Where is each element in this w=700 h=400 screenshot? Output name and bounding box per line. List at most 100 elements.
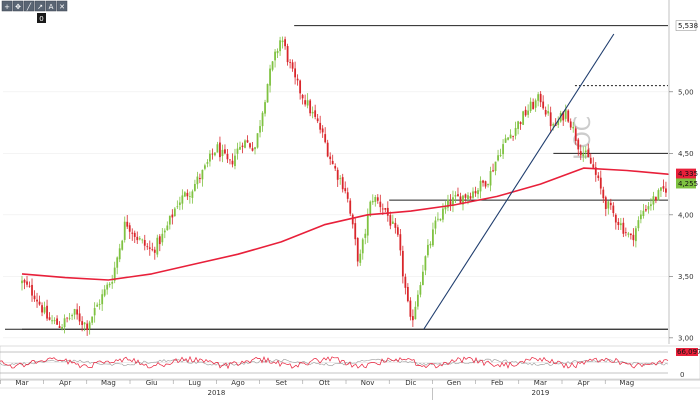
candle-body [96, 304, 99, 307]
candle-body [632, 234, 635, 241]
candle-body [173, 208, 176, 217]
candle-body [529, 101, 532, 111]
pointer-icon[interactable] [12, 0, 24, 12]
candle-body [51, 320, 53, 322]
candle-body [361, 239, 364, 254]
candle-body [166, 225, 169, 231]
toolbar-button-delete[interactable]: ✕ [56, 0, 68, 12]
levels-layer [5, 25, 668, 330]
text-tool-icon[interactable] [45, 0, 57, 12]
candle-body [143, 240, 146, 246]
ma-price-label: 4,335 [678, 170, 698, 178]
x-tick-label: Giu [146, 379, 158, 387]
candle-body [249, 143, 251, 148]
candle-body [256, 133, 259, 148]
candle-body [209, 153, 211, 162]
candle-body [644, 209, 647, 211]
candle-body [296, 78, 299, 81]
candle-body [171, 214, 174, 218]
candle-body [204, 165, 206, 169]
candle-body [63, 318, 66, 328]
candle-body [607, 201, 610, 209]
candle-body [454, 195, 457, 197]
candle-body [497, 155, 499, 161]
candle-body [339, 178, 342, 180]
candle-body [579, 151, 582, 156]
candle-body [421, 271, 424, 285]
candle-body [484, 181, 487, 187]
toolbar-button-text-tool[interactable]: A [45, 0, 57, 12]
candle-body [229, 159, 231, 161]
crosshair-icon[interactable] [1, 0, 13, 12]
candle-body [236, 148, 239, 154]
delete-icon-glyph: ✕ [59, 3, 65, 11]
candle-body [294, 68, 297, 78]
candle-body [284, 39, 286, 47]
candle-body [447, 199, 449, 208]
candle-body [224, 149, 226, 154]
candle-body [103, 289, 106, 296]
candle-body [589, 157, 592, 164]
candle-body [474, 191, 477, 194]
candle-body [71, 315, 74, 317]
candle-body [527, 110, 530, 115]
candle-body [329, 156, 332, 160]
toolbar-button-crosshair[interactable]: + [1, 0, 13, 12]
x-tick-label: Feb [491, 379, 504, 387]
candle-body [331, 160, 334, 165]
candle-body [354, 223, 357, 240]
x-tick-label: Dic [405, 379, 416, 387]
candle-body [319, 122, 322, 130]
toolbar-button-pointer[interactable]: ✥ [12, 0, 24, 12]
candle-body [206, 162, 209, 164]
candle-body [231, 160, 234, 165]
x-tick-label: Set [275, 379, 287, 387]
y-tick-label: 5,00 [678, 88, 694, 96]
candle-body [467, 195, 469, 200]
candle-body [429, 243, 432, 246]
toolbar-button-fibonacci[interactable]: ↗ [34, 0, 46, 12]
candle-body [614, 214, 617, 223]
fibonacci-icon[interactable] [34, 0, 46, 12]
candle-body [68, 317, 71, 319]
x-tick-label: Ago [231, 379, 245, 387]
candle-body [599, 177, 602, 189]
candle-body [46, 305, 48, 319]
candle-body [439, 218, 442, 221]
candle-body [577, 139, 580, 150]
candle-body [391, 221, 394, 224]
x-tick-label: Apr [59, 379, 71, 387]
candle-body [604, 197, 607, 209]
candle-body [652, 196, 655, 205]
trendline-icon[interactable] [23, 0, 35, 12]
candle-body [634, 228, 637, 242]
candle-body [336, 169, 339, 180]
candle-body [58, 326, 61, 328]
candle-body [334, 165, 337, 169]
delete-icon[interactable] [56, 0, 68, 12]
candle-body [409, 300, 412, 317]
candle-body [647, 206, 650, 210]
candle-body [264, 102, 266, 114]
candle-body [519, 122, 522, 125]
toolbar-button-trendline[interactable]: ╱ [23, 0, 35, 12]
pointer-icon-glyph: ✥ [15, 3, 21, 11]
candle-body [33, 295, 36, 300]
candle-body [366, 215, 369, 236]
candle-body [562, 111, 565, 121]
candle-body [462, 195, 464, 205]
osc-zero-label: 0 [680, 371, 684, 379]
x-tick-label: Ott [319, 379, 330, 387]
x-tick-label: Mar [534, 379, 547, 387]
candle-body [612, 205, 615, 214]
candle-body [141, 239, 144, 241]
candle-body [507, 137, 509, 140]
candle-body [539, 93, 542, 103]
candle-body [512, 136, 514, 137]
candle-body [138, 238, 141, 240]
crosshair-icon-glyph: + [4, 3, 10, 11]
candle-body [146, 246, 149, 248]
trend-line[interactable] [423, 33, 615, 330]
candle-body [492, 170, 494, 172]
